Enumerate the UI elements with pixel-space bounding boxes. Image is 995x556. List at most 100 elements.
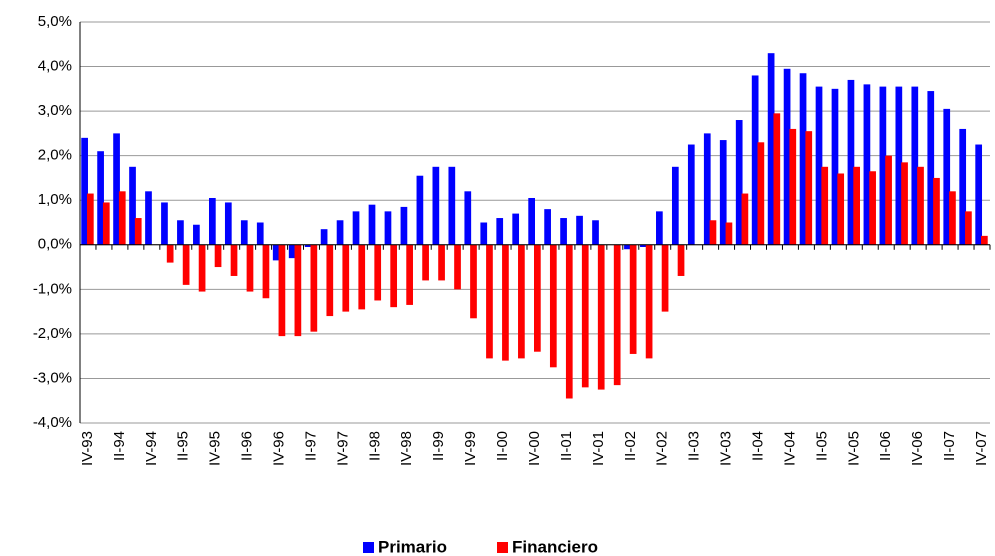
x-tick-label: IV-03 <box>718 431 735 466</box>
bar <box>751 75 759 245</box>
bar <box>534 244 541 352</box>
bar <box>438 244 445 281</box>
bar <box>799 73 807 245</box>
x-tick-label: II-99 <box>430 431 447 461</box>
y-tick-label: 4,0% <box>38 58 72 75</box>
bar <box>464 191 472 245</box>
x-tick-label: II-04 <box>749 431 766 461</box>
legend-swatch <box>363 542 374 553</box>
x-tick-label: IV-98 <box>398 431 415 466</box>
x-tick-label: II-01 <box>558 431 575 461</box>
x-tick-label: II-02 <box>622 431 639 461</box>
bar <box>214 244 222 268</box>
x-tick-label: II-95 <box>175 431 192 461</box>
bar <box>182 244 190 285</box>
y-tick-label: 0,0% <box>38 236 72 253</box>
x-tick-label: IV-99 <box>462 431 479 466</box>
bar <box>113 133 120 245</box>
x-tick-label: IV-97 <box>334 431 351 466</box>
bar <box>895 86 903 245</box>
bar <box>656 211 663 245</box>
bar <box>767 53 775 245</box>
bar <box>166 244 174 263</box>
bar <box>352 211 360 245</box>
bar <box>725 222 733 245</box>
x-tick-label: IV-95 <box>207 431 224 466</box>
bar <box>193 224 200 245</box>
bar <box>789 128 797 245</box>
bar <box>677 244 685 276</box>
bar <box>544 209 551 245</box>
y-tick-label: -1,0% <box>33 280 72 297</box>
bar <box>336 220 344 245</box>
x-tick-label: IV-96 <box>271 431 288 466</box>
x-tick-label: II-07 <box>941 431 958 461</box>
bar <box>949 191 956 245</box>
bar <box>512 213 520 245</box>
bar <box>448 166 456 245</box>
x-tick-label: IV-07 <box>973 431 990 466</box>
bar <box>208 197 216 245</box>
bar <box>837 173 845 245</box>
bar <box>145 191 152 245</box>
y-tick-label: 1,0% <box>38 191 72 208</box>
bar <box>885 155 892 245</box>
bar <box>422 244 429 281</box>
x-tick-label: IV-93 <box>79 431 96 466</box>
bar <box>304 244 312 248</box>
bar <box>406 244 413 305</box>
bar <box>831 88 839 245</box>
bar <box>981 235 988 245</box>
legend-swatch <box>497 542 508 553</box>
x-tick-label: IV-00 <box>526 431 543 466</box>
bar <box>917 166 924 245</box>
bar <box>368 204 376 245</box>
bar <box>815 86 823 245</box>
x-tick-label: II-94 <box>111 431 128 461</box>
bar <box>97 151 104 245</box>
bar <box>735 120 743 245</box>
bar <box>879 86 887 245</box>
bar <box>278 244 286 337</box>
x-tick-label: II-96 <box>239 431 256 461</box>
bar <box>943 108 951 245</box>
bar <box>502 244 509 361</box>
bar <box>246 244 254 292</box>
y-tick-label: 5,0% <box>38 13 72 30</box>
bar <box>470 244 477 319</box>
bar <box>416 175 424 245</box>
bar <box>288 244 296 259</box>
bar <box>486 244 493 359</box>
bar <box>853 166 861 245</box>
bar <box>901 162 908 245</box>
bar <box>262 244 270 299</box>
bar <box>773 113 781 245</box>
bar <box>581 244 589 388</box>
x-tick-label: IV-04 <box>781 431 798 466</box>
bar <box>256 222 264 245</box>
bar <box>640 244 647 248</box>
x-tick-label: IV-06 <box>909 431 926 466</box>
bar <box>326 244 334 317</box>
bar <box>118 191 126 245</box>
bar <box>933 177 940 245</box>
legend-label: Primario <box>378 537 447 556</box>
bar <box>358 244 366 310</box>
bar <box>671 166 679 245</box>
x-tick-label: IV-01 <box>590 431 607 466</box>
bar <box>629 244 637 354</box>
x-tick-label: IV-05 <box>845 431 862 466</box>
bar <box>496 218 504 245</box>
bar <box>613 244 621 386</box>
bar <box>230 244 238 276</box>
x-tick-label: II-03 <box>686 431 703 461</box>
bar <box>805 131 813 245</box>
legend-label: Financiero <box>512 537 598 556</box>
bar <box>959 128 967 245</box>
bar <box>240 220 248 245</box>
bar <box>384 211 392 245</box>
bar <box>757 142 765 245</box>
y-tick-label: -2,0% <box>33 325 72 342</box>
bar <box>661 244 669 312</box>
bar <box>565 244 573 399</box>
